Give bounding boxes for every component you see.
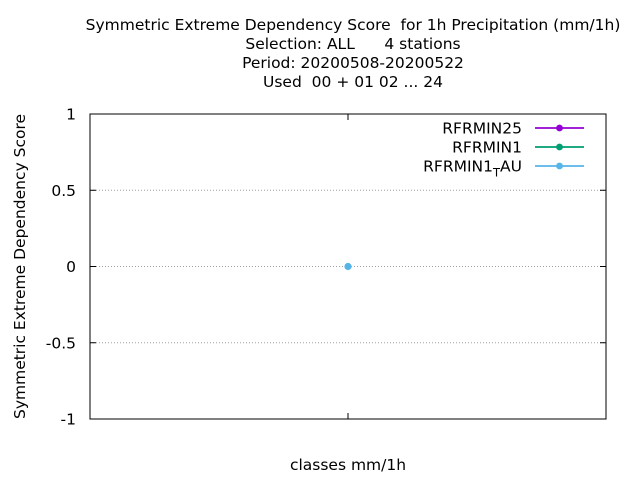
- legend-item: RFRMIN1TAU: [423, 158, 584, 180]
- chart-subtitle-used: Used 00 + 01 02 ... 24: [263, 73, 443, 91]
- y-tick-label: -0.5: [46, 334, 76, 352]
- chart-title-block: Symmetric Extreme Dependency Score for 1…: [0, 16, 640, 92]
- y-tick-label: -1: [61, 411, 76, 429]
- legend-marker: [556, 162, 563, 170]
- y-tick-label: 0: [66, 258, 76, 276]
- legend-item: RFRMIN25: [442, 120, 584, 138]
- legend-label: RFRMIN25: [442, 120, 522, 138]
- y-axis-label: Symmetric Extreme Dependency Score: [11, 114, 29, 419]
- chart-title: Symmetric Extreme Dependency Score for 1…: [85, 16, 621, 34]
- legend-marker: [556, 124, 563, 132]
- ticks-layer: 1 0.5 0 -0.5 -1: [46, 106, 606, 429]
- y-tick-label: 1: [66, 106, 76, 124]
- data-point: [344, 262, 352, 271]
- series-layer: [344, 262, 352, 271]
- x-axis-label: classes mm/1h: [290, 456, 406, 474]
- legend-marker: [556, 143, 563, 151]
- legend-label: RFRMIN1: [452, 139, 522, 157]
- chart-subtitle-period: Period: 20200508-20200522: [242, 54, 464, 72]
- legend-item: RFRMIN1: [452, 139, 584, 157]
- legend-label: RFRMIN1TAU: [423, 158, 522, 180]
- chart-subtitle-selection: Selection: ALL 4 stations: [245, 35, 461, 53]
- y-tick-label: 0.5: [51, 182, 76, 200]
